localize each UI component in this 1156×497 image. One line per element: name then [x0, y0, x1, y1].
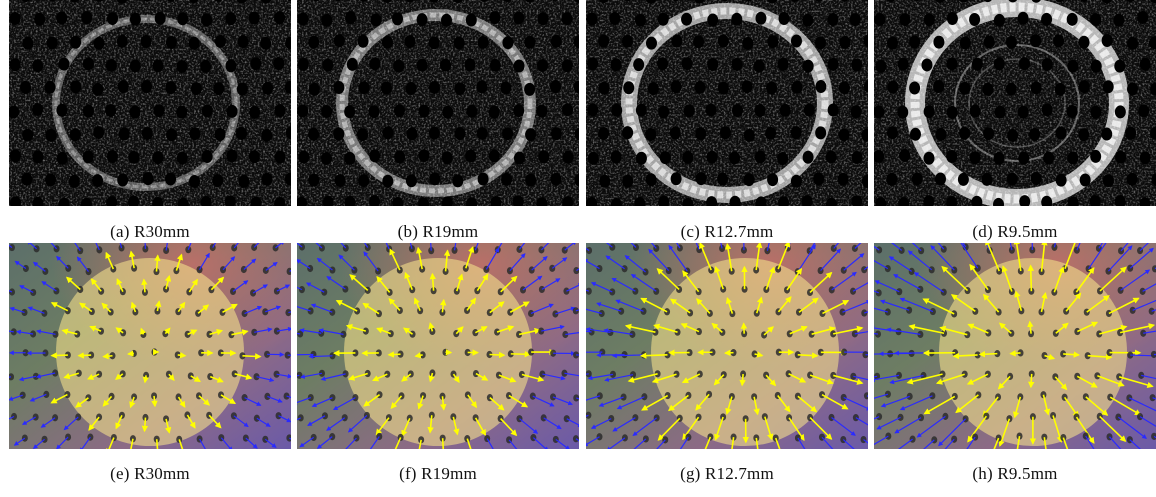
caption-a: (a) R30mm: [9, 222, 291, 242]
caption-h: (h) R9.5mm: [874, 464, 1156, 484]
caption-c: (c) R12.7mm: [586, 222, 868, 242]
caption-label-d: (d): [972, 222, 992, 241]
caption-label-g: (g): [680, 464, 700, 483]
caption-text-a: R30mm: [134, 222, 190, 241]
caption-label-f: (f): [399, 464, 417, 483]
caption-label-a: (a): [110, 222, 129, 241]
ring-image-c: [586, 0, 868, 206]
panel-g: (g) R12.7mm: [586, 243, 868, 449]
caption-label-h: (h): [972, 464, 992, 483]
vector-field-h: [874, 243, 1156, 449]
caption-text-h: R9.5mm: [997, 464, 1057, 483]
panel-f: (f) R19mm: [297, 243, 579, 449]
caption-text-g: R12.7mm: [705, 464, 774, 483]
panel-e: (e) R30mm: [9, 243, 291, 449]
caption-text-e: R30mm: [134, 464, 190, 483]
caption-text-c: R12.7mm: [704, 222, 773, 241]
ring-image-b: [297, 0, 579, 206]
vector-field-e: [9, 243, 291, 449]
panel-c: (c) R12.7mm: [586, 0, 868, 206]
caption-label-c: (c): [681, 222, 700, 241]
caption-label-b: (b): [398, 222, 418, 241]
caption-label-e: (e): [110, 464, 129, 483]
ring-image-d: [874, 0, 1156, 206]
caption-g: (g) R12.7mm: [586, 464, 868, 484]
panel-h: (h) R9.5mm: [874, 243, 1156, 449]
vector-field-f: [297, 243, 579, 449]
panel-d: (d) R9.5mm: [874, 0, 1156, 206]
panel-a: (a) R30mm: [9, 0, 291, 206]
vector-field-g: [586, 243, 868, 449]
caption-f: (f) R19mm: [297, 464, 579, 484]
caption-text-b: R19mm: [423, 222, 479, 241]
panel-b: (b) R19mm: [297, 0, 579, 206]
caption-b: (b) R19mm: [297, 222, 579, 242]
caption-d: (d) R9.5mm: [874, 222, 1156, 242]
ring-image-a: [9, 0, 291, 206]
caption-e: (e) R30mm: [9, 464, 291, 484]
caption-text-f: R19mm: [421, 464, 477, 483]
caption-text-d: R9.5mm: [997, 222, 1057, 241]
